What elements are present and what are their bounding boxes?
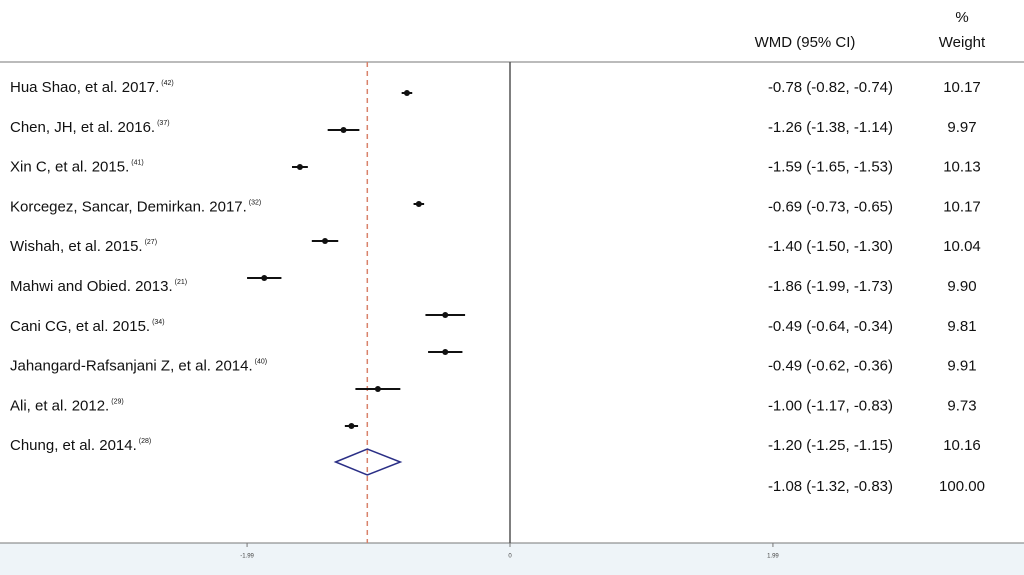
header-weight-top: % [955,9,968,26]
point-estimate [374,386,381,392]
ci-label: -1.20 (-1.25, -1.15) [768,437,893,454]
weight-label: 10.17 [943,198,981,215]
ci-label: -1.00 (-1.17, -0.83) [768,397,893,414]
point-estimate [261,275,268,281]
point-estimate [442,312,449,318]
study-ref: (27) [145,239,157,246]
weight-label: 10.13 [943,159,981,176]
study-ref: (37) [157,120,169,127]
study-ref: (21) [175,279,187,286]
point-estimate [322,238,329,244]
weight-label: 10.17 [943,79,981,96]
weight-label: 10.16 [943,437,981,454]
ci-label: -0.49 (-0.64, -0.34) [768,318,893,335]
x-tick-label: 0 [508,554,512,560]
study-ref: (40) [255,358,267,365]
study-name: Wishah, et al. 2015. [10,238,143,255]
study-name: Mahwi and Obied. 2013. [10,278,173,295]
ci-label: -0.49 (-0.62, -0.36) [768,358,893,375]
overall-weight-label: 100.00 [939,478,985,495]
study-label: Hua Shao, et al. 2017. (42) [10,79,174,96]
axis-band [0,543,1024,575]
ci-label: -0.69 (-0.73, -0.65) [768,198,893,215]
point-estimate [442,349,449,355]
study-label: Chen, JH, et al. 2016. (37) [10,119,170,136]
study-name: Jahangard-Rafsanjani Z, et al. 2014. [10,358,253,375]
ci-label: -1.40 (-1.50, -1.30) [768,238,893,255]
study-label: Cani CG, et al. 2015. (34) [10,318,165,335]
study-ref: (32) [249,199,261,206]
ci-label: -1.59 (-1.65, -1.53) [768,159,893,176]
weight-label: 9.91 [947,358,976,375]
overall-diamond [333,448,403,476]
study-name: Cani CG, et al. 2015. [10,318,150,335]
ci-label: -0.78 (-0.82, -0.74) [768,79,893,96]
study-label: Xin C, et al. 2015. (41) [10,159,144,176]
weight-label: 10.04 [943,238,981,255]
study-name: Ali, et al. 2012. [10,397,109,414]
x-tick-label: 1.99 [767,554,779,560]
weight-label: 9.90 [947,278,976,295]
study-ref: (41) [131,159,143,166]
point-estimate [415,201,422,207]
study-ref: (29) [111,398,123,405]
study-ref: (28) [139,438,151,445]
study-label: Wishah, et al. 2015. (27) [10,238,157,255]
study-name: Chen, JH, et al. 2016. [10,119,155,136]
overall-ci-label: -1.08 (-1.32, -0.83) [768,478,893,495]
header-weight: Weight [939,34,986,51]
weight-label: 9.73 [947,397,976,414]
header-estimate: WMD (95% CI) [755,34,856,51]
study-label: Mahwi and Obied. 2013. (21) [10,278,187,295]
ci-label: -1.86 (-1.99, -1.73) [768,278,893,295]
study-name: Hua Shao, et al. 2017. [10,79,159,96]
study-label: Korcegez, Sancar, Demirkan. 2017. (32) [10,198,261,215]
study-name: Chung, et al. 2014. [10,437,137,454]
point-estimate [340,127,347,133]
study-label: Jahangard-Rafsanjani Z, et al. 2014. (40) [10,358,267,375]
weight-label: 9.97 [947,119,976,136]
study-label: Ali, et al. 2012. (29) [10,397,124,414]
study-label: Chung, et al. 2014. (28) [10,437,151,454]
point-estimate [296,164,303,170]
point-estimate [403,90,410,96]
study-name: Xin C, et al. 2015. [10,159,129,176]
study-name: Korcegez, Sancar, Demirkan. 2017. [10,198,247,215]
x-tick-label: -1.99 [240,554,254,560]
weight-label: 9.81 [947,318,976,335]
point-estimate [348,423,355,429]
study-ref: (42) [161,80,173,87]
ci-label: -1.26 (-1.38, -1.14) [768,119,893,136]
study-ref: (34) [152,319,164,326]
